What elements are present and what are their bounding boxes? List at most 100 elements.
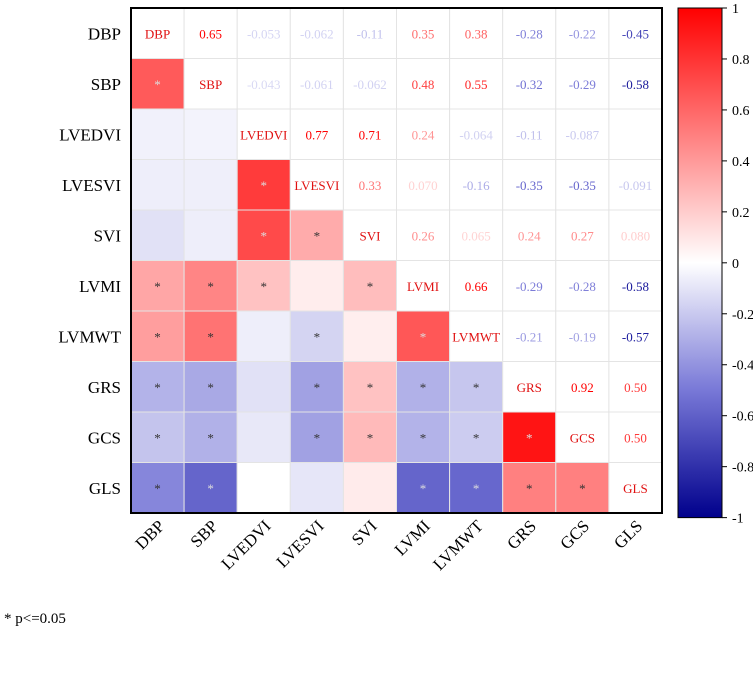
colorbar-tick-label: -0.2 <box>732 308 753 323</box>
significance-marker: * <box>154 481 161 496</box>
heatmap-cell <box>183 7 238 59</box>
value-label: 0.50 <box>624 430 647 445</box>
heatmap-cell <box>502 411 557 463</box>
heatmap-cell <box>236 108 291 160</box>
heatmap-cell <box>449 411 504 463</box>
heatmap-cell <box>608 58 663 110</box>
heatmap-cell <box>289 411 344 463</box>
value-label: -0.061 <box>300 77 334 92</box>
heatmap-cell <box>289 159 344 211</box>
value-label: -0.11 <box>516 127 543 142</box>
x-tick-label: GCS <box>556 516 593 553</box>
value-label: -0.062 <box>353 77 387 92</box>
significance-marker: * <box>154 430 161 445</box>
y-tick-label: GRS <box>88 378 121 397</box>
heatmap-cell <box>396 58 451 110</box>
value-label: -0.29 <box>569 77 596 92</box>
value-label: 0.48 <box>412 77 435 92</box>
heatmap-cell <box>183 310 238 362</box>
value-label: -0.58 <box>622 279 649 294</box>
colorbar <box>677 7 723 519</box>
x-tick-label: LVMWT <box>429 516 487 574</box>
heatmap-cell <box>289 310 344 362</box>
significance-marker: * <box>207 380 214 395</box>
significance-marker: * <box>314 380 321 395</box>
heatmap-cell <box>555 462 610 514</box>
colorbar-tick-label: -0.4 <box>732 359 753 374</box>
y-tick-label: LVMWT <box>58 327 121 346</box>
heatmap-cell <box>555 310 610 362</box>
heatmap-cell <box>289 462 344 514</box>
heatmap-cell <box>289 209 344 261</box>
significance-marker: * <box>420 430 427 445</box>
value-label: 0.92 <box>571 380 594 395</box>
value-label: -0.29 <box>516 279 543 294</box>
heatmap-cell <box>130 159 185 211</box>
diagonal-label: GLS <box>623 481 648 496</box>
value-label: -0.57 <box>622 329 650 344</box>
heatmap-cell <box>342 462 397 514</box>
value-label: 0.080 <box>621 228 650 243</box>
heatmap-cell <box>555 361 610 413</box>
significance-marker: * <box>207 329 214 344</box>
heatmap-cell <box>555 108 610 160</box>
heatmap-cell <box>555 209 610 261</box>
heatmap-cell <box>555 411 610 463</box>
heatmap-cell <box>396 310 451 362</box>
significance-marker: * <box>473 481 480 496</box>
heatmap-cell <box>236 462 291 514</box>
significance-marker: * <box>526 430 533 445</box>
heatmap-cell <box>130 411 185 463</box>
heatmap-cell <box>342 108 397 160</box>
heatmap-cell <box>236 260 291 312</box>
diagonal-label: GCS <box>570 430 595 445</box>
heatmap-cell <box>502 462 557 514</box>
significance-marker: * <box>207 430 214 445</box>
value-label: -0.32 <box>516 77 543 92</box>
y-tick-label: SVI <box>94 226 122 245</box>
heatmap-cell <box>449 462 504 514</box>
x-tick-label: SVI <box>348 516 381 549</box>
heatmap-cell <box>396 462 451 514</box>
x-tick-label: LVESVI <box>273 516 328 571</box>
diagonal-label: SBP <box>199 77 222 92</box>
value-label: 0.070 <box>408 178 437 193</box>
significance-marker: * <box>154 380 161 395</box>
heatmap-cell <box>396 7 451 59</box>
x-tick-label: DBP <box>132 516 169 553</box>
value-label: 0.71 <box>359 127 382 142</box>
value-label: 0.35 <box>412 26 435 41</box>
y-tick-label: GLS <box>89 479 121 498</box>
colorbar-tick-label: -0.8 <box>732 461 753 476</box>
value-label: 0.38 <box>465 26 488 41</box>
significance-marker: * <box>526 481 533 496</box>
value-label: 0.55 <box>465 77 488 92</box>
heatmap-cell <box>183 209 238 261</box>
value-label: -0.28 <box>516 26 543 41</box>
significance-marker: * <box>367 380 374 395</box>
heatmap-cell <box>608 209 663 261</box>
heatmap-cell <box>608 411 663 463</box>
y-tick-label: LVESVI <box>62 176 121 195</box>
significance-marker: * <box>314 228 321 243</box>
heatmap-cell <box>608 361 663 413</box>
significance-marker: * <box>579 481 586 496</box>
heatmap-cell <box>130 209 185 261</box>
heatmap-cell <box>342 260 397 312</box>
x-tick-label: GLS <box>610 516 646 552</box>
significance-marker: * <box>367 430 374 445</box>
colorbar-tick-label: 1 <box>732 2 739 17</box>
value-label: 0.065 <box>462 228 491 243</box>
heatmap-cell <box>396 159 451 211</box>
value-label: -0.043 <box>247 77 281 92</box>
heatmap-cell <box>502 361 557 413</box>
significance-marker: * <box>261 228 268 243</box>
significance-marker: * <box>154 77 161 92</box>
value-label: -0.053 <box>247 26 281 41</box>
value-label: 0.66 <box>465 279 488 294</box>
significance-marker: * <box>420 329 427 344</box>
heatmap-cell <box>502 260 557 312</box>
heatmap-cell <box>396 411 451 463</box>
heatmap-cell <box>396 260 451 312</box>
diagonal-label: LVMWT <box>452 329 500 344</box>
